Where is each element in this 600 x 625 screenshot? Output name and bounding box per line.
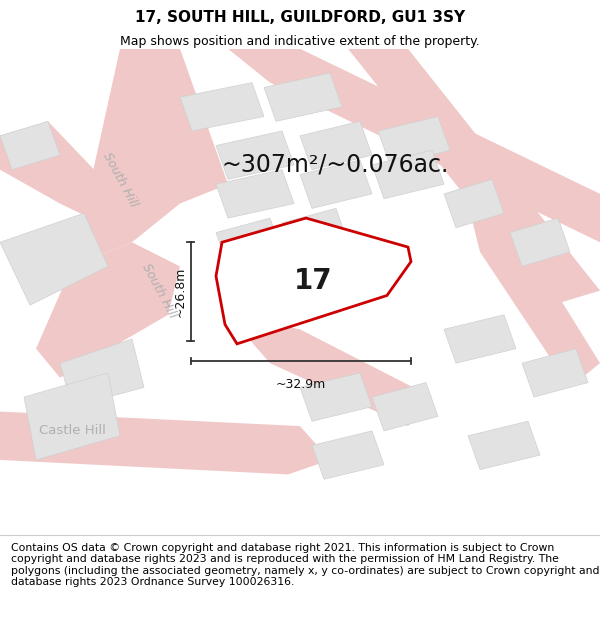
Polygon shape <box>216 218 411 344</box>
Text: 17: 17 <box>294 267 333 295</box>
Polygon shape <box>348 49 600 305</box>
Polygon shape <box>36 242 180 378</box>
Polygon shape <box>228 315 432 426</box>
Polygon shape <box>0 213 108 305</box>
Text: South Hill: South Hill <box>139 261 179 320</box>
Polygon shape <box>522 349 588 397</box>
Polygon shape <box>372 382 438 431</box>
Polygon shape <box>468 204 600 388</box>
Polygon shape <box>216 169 294 218</box>
Polygon shape <box>0 411 330 474</box>
Polygon shape <box>60 339 144 407</box>
Polygon shape <box>180 82 264 131</box>
Text: Castle Hill: Castle Hill <box>38 424 106 438</box>
Polygon shape <box>24 373 120 460</box>
Text: South Hill: South Hill <box>100 150 140 209</box>
Text: Contains OS data © Crown copyright and database right 2021. This information is : Contains OS data © Crown copyright and d… <box>11 542 599 588</box>
Polygon shape <box>300 373 372 421</box>
Polygon shape <box>0 121 60 169</box>
Polygon shape <box>468 421 540 469</box>
Polygon shape <box>300 121 372 169</box>
Polygon shape <box>216 218 282 266</box>
Text: ~26.8m: ~26.8m <box>173 267 187 317</box>
Polygon shape <box>312 431 384 479</box>
Polygon shape <box>228 49 600 242</box>
Text: ~32.9m: ~32.9m <box>276 378 326 391</box>
Polygon shape <box>510 218 570 266</box>
Polygon shape <box>378 116 450 165</box>
Polygon shape <box>264 73 342 121</box>
Polygon shape <box>72 49 228 266</box>
Text: Map shows position and indicative extent of the property.: Map shows position and indicative extent… <box>120 35 480 48</box>
Polygon shape <box>372 151 444 199</box>
Polygon shape <box>282 208 348 257</box>
Text: 17, SOUTH HILL, GUILDFORD, GU1 3SY: 17, SOUTH HILL, GUILDFORD, GU1 3SY <box>135 10 465 25</box>
Polygon shape <box>444 315 516 363</box>
Polygon shape <box>216 131 294 179</box>
Polygon shape <box>0 121 180 232</box>
Polygon shape <box>444 179 504 228</box>
Text: ~307m²/~0.076ac.: ~307m²/~0.076ac. <box>222 153 449 177</box>
Polygon shape <box>300 160 372 208</box>
